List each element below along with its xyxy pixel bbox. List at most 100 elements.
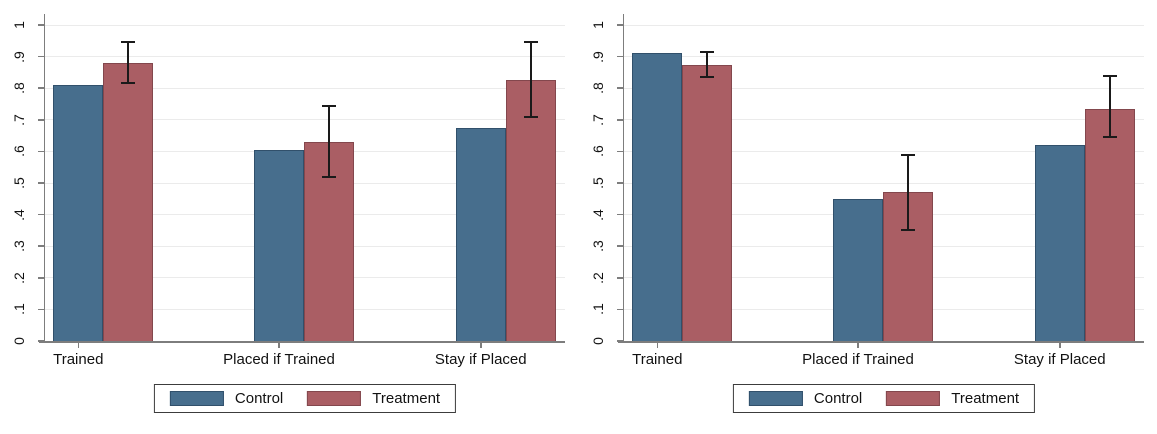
y-tick-label: .1: [11, 303, 27, 316]
legend-entry-control: Control: [169, 390, 284, 407]
error-bar-line: [328, 105, 330, 177]
legend-swatch-control: [748, 391, 803, 406]
y-tick-label: .5: [590, 177, 606, 189]
y-tick: [37, 119, 44, 121]
y-tick-label: .2: [590, 271, 606, 284]
category-label: Placed if Trained: [802, 351, 914, 368]
error-bar-cap-bottom: [1102, 136, 1117, 139]
y-tick: [37, 340, 44, 342]
error-bar-line: [529, 42, 532, 117]
legend-swatch-treatment: [886, 391, 941, 406]
y-tick-label: .6: [590, 145, 606, 158]
y-tick: [37, 182, 44, 184]
y-tick-label: .8: [11, 82, 27, 95]
category-label: Stay if Placed: [1013, 351, 1106, 368]
error-bar-line: [706, 51, 709, 78]
gridline: [624, 182, 1144, 184]
y-tick: [37, 55, 44, 58]
legend-swatch-control: [169, 391, 224, 406]
x-tick: [1059, 342, 1061, 348]
gridline: [45, 24, 565, 26]
legend-label-control: Control: [234, 390, 284, 407]
treatment-bar: [1084, 108, 1135, 341]
x-tick: [77, 342, 80, 348]
control-bar: [632, 53, 683, 341]
y-tick-label: .2: [11, 271, 27, 284]
category-label: Stay if Placed: [434, 351, 527, 368]
error-bar-cap-bottom: [700, 76, 715, 79]
y-tick-label: .6: [11, 145, 27, 158]
control-bar: [53, 85, 104, 341]
y-tick-label: .9: [11, 50, 27, 63]
treatment-bar: [682, 64, 733, 341]
gridline: [624, 87, 1144, 89]
category-label: Trained: [53, 351, 104, 368]
y-tick: [37, 277, 44, 279]
error-bar-cap-bottom: [322, 175, 336, 178]
y-tick-label: .4: [11, 208, 27, 221]
gridline: [624, 119, 1144, 121]
y-tick-label: .4: [590, 208, 606, 221]
treatment-bar: [505, 80, 556, 341]
legend-entry-control: Control: [748, 390, 862, 407]
error-bar-cap-top: [901, 153, 915, 156]
error-bar-cap-top: [1102, 74, 1117, 77]
error-bar-line: [127, 42, 130, 84]
y-tick-label: .9: [590, 50, 606, 63]
error-bar-line: [907, 154, 909, 231]
y-tick-label: .1: [590, 303, 606, 316]
treatment-bar: [103, 62, 154, 341]
y-tick: [616, 55, 623, 58]
y-tick-label: .7: [11, 113, 27, 126]
y-tick: [616, 245, 623, 247]
category-label: Placed if Trained: [223, 351, 335, 368]
control-bar: [455, 127, 506, 341]
x-axis-line: [618, 341, 1144, 343]
x-tick: [480, 342, 482, 348]
x-tick: [656, 342, 659, 348]
y-tick-label: .8: [590, 82, 606, 95]
y-tick: [616, 182, 623, 184]
y-tick: [37, 245, 44, 247]
y-tick: [37, 87, 44, 89]
y-tick-label: 0: [11, 337, 27, 345]
y-tick: [37, 24, 44, 26]
x-tick: [278, 342, 280, 348]
y-tick: [616, 119, 623, 121]
y-tick: [616, 308, 623, 311]
legend-label-treatment: Treatment: [372, 390, 441, 407]
category-label: Trained: [632, 351, 683, 368]
error-bar-cap-bottom: [901, 229, 915, 232]
y-axis-line: [622, 14, 624, 343]
error-bar-cap-top: [523, 41, 538, 44]
y-tick-label: 1: [11, 21, 27, 29]
control-bar: [1034, 145, 1085, 341]
control-bar: [254, 149, 304, 341]
error-bar-line: [1108, 75, 1111, 138]
y-tick: [616, 150, 623, 153]
y-tick: [37, 213, 44, 216]
y-tick: [37, 308, 44, 311]
legend-entry-treatment: Treatment: [886, 390, 1019, 407]
y-tick: [616, 213, 623, 216]
y-tick-label: .3: [11, 240, 27, 253]
y-tick: [616, 24, 623, 26]
legend-box: Control Treatment: [153, 384, 457, 413]
legend-box: Control Treatment: [732, 384, 1036, 413]
error-bar-cap-bottom: [121, 82, 136, 85]
y-tick-label: 0: [590, 337, 606, 345]
y-tick: [37, 150, 44, 153]
gridline: [45, 119, 565, 121]
gridline: [624, 24, 1144, 26]
gridline: [45, 56, 565, 58]
gridline: [624, 150, 1144, 152]
gridline: [45, 87, 565, 89]
bar-chart-right: 0 .1 .2 .3 .4 .5 .6 .7 .8 .9 1 Trained Placed if Tra…: [579, 0, 1157, 434]
y-tick-label: .7: [590, 113, 606, 126]
error-bar-cap-bottom: [523, 115, 538, 118]
y-tick: [616, 340, 623, 342]
legend-entry-treatment: Treatment: [307, 390, 440, 407]
y-axis-line: [43, 14, 45, 343]
legend-label-treatment: Treatment: [951, 390, 1020, 407]
